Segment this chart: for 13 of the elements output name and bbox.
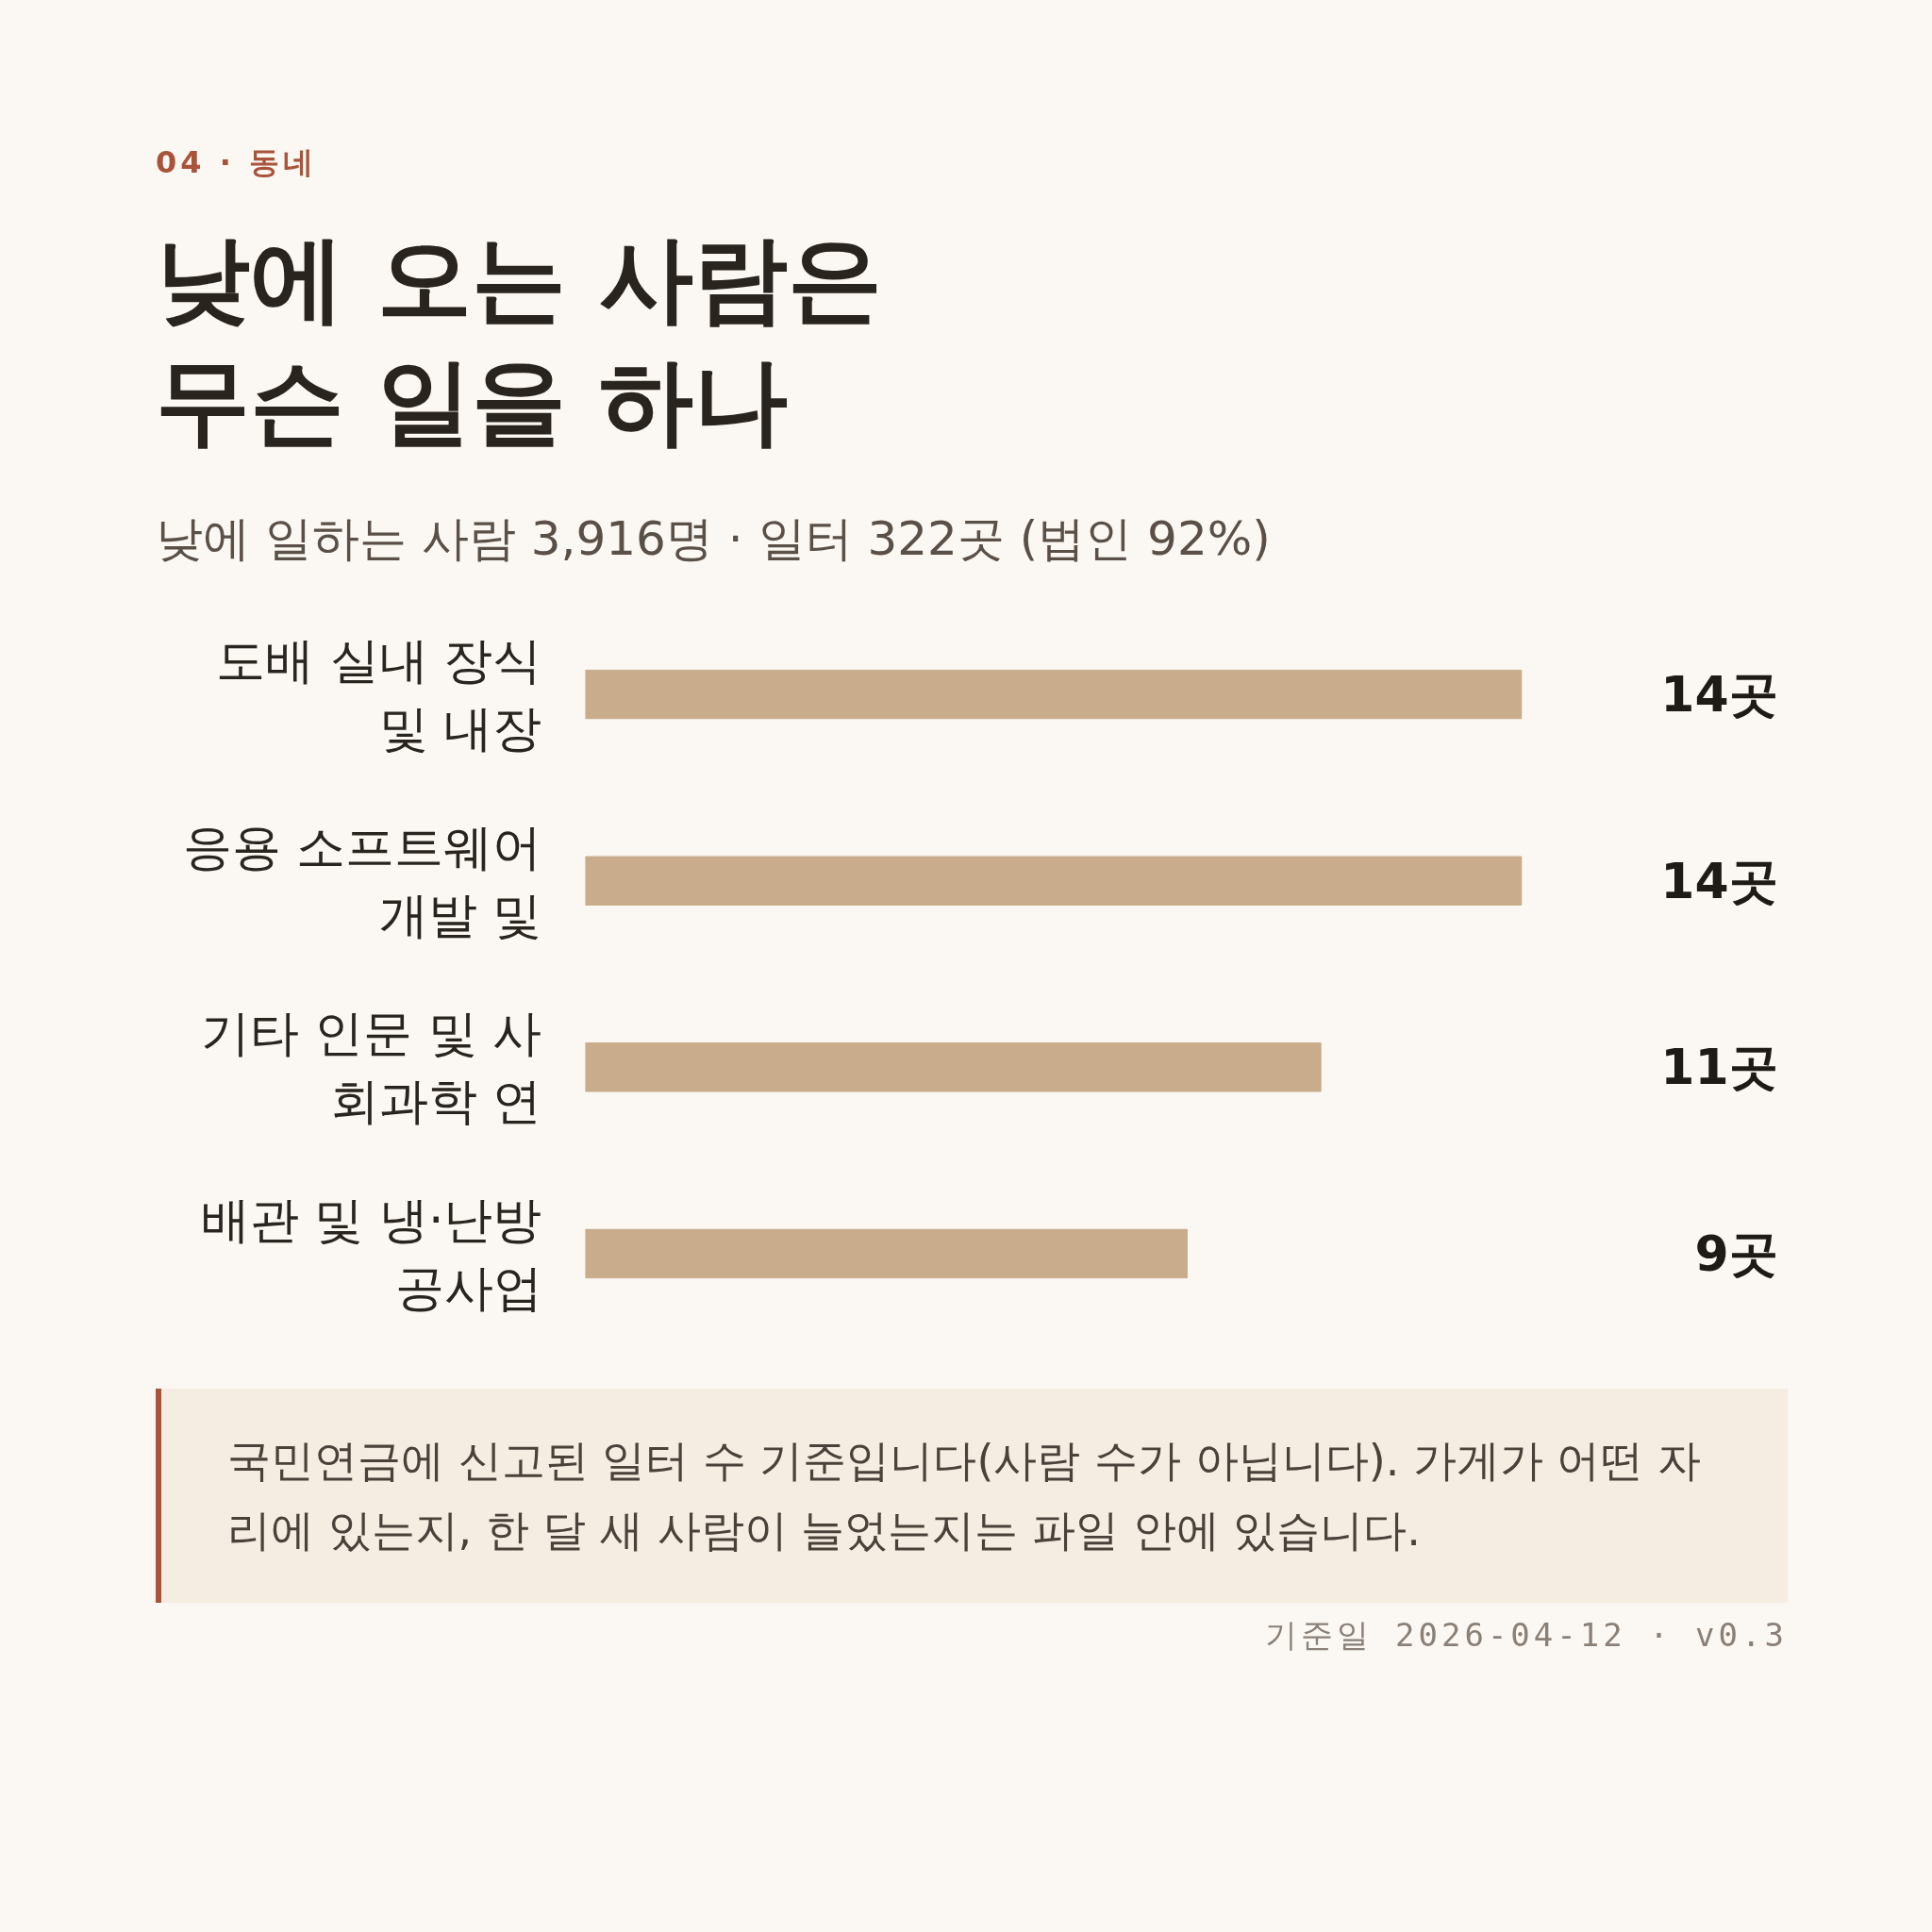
chart-subtitle: 낮에 일하는 사람 3,916명 · 일터 322곳 (법인 92%): [156, 509, 1271, 568]
data-label: 9곳: [1694, 1225, 1778, 1283]
text: 기준일 2026-04-12 · v0.3: [1264, 1615, 1788, 1657]
text: 국민연금에 신고된 일터 수 기준입니다(사람 수가 아닙니다). 가게가 어떤 자리에 있는지, 한 달 새 사람이 늘었는지는 파일 안에 있습니다.: [227, 1434, 1703, 1557]
y-tick-label: 응용 소프트웨어 개발 및: [182, 818, 542, 943]
data-label: 14곳: [1660, 666, 1778, 724]
y-tick-label: 도배 실내 장식 및 내장: [216, 632, 542, 758]
y-tick-label: 배관 및 냉·난방 공사업: [200, 1191, 542, 1317]
data-label: 14곳: [1660, 852, 1778, 909]
text: 04 · 동네: [156, 143, 317, 182]
y-tick-label: 기타 인문 및 사 회과학 연: [200, 1005, 542, 1130]
data-label: 11곳: [1660, 1039, 1778, 1096]
chart-title: 낮에 오는 사람은 무슨 일을 하나: [156, 222, 882, 458]
